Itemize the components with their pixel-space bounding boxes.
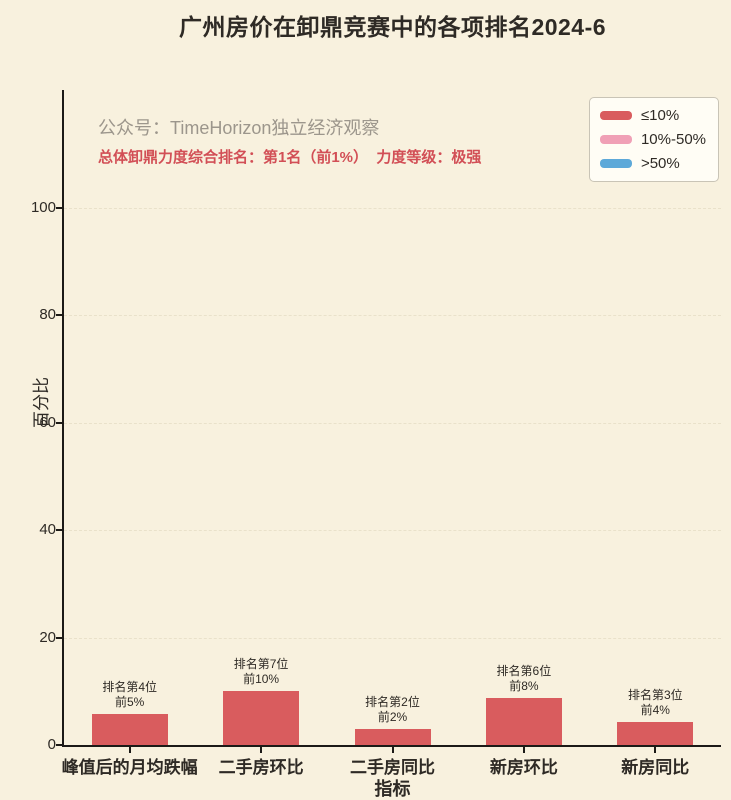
- x-axis-spine: [62, 745, 721, 747]
- bar-二手房环比: [223, 691, 300, 745]
- x-axis-title: 指标: [374, 779, 411, 799]
- y-tick-label-100: 100: [30, 199, 56, 217]
- bar-新房同比: [617, 721, 694, 745]
- bar-annotation-二手房环比: 排名第7位 前10%: [181, 657, 341, 687]
- x-tick-label-新房同比: 新房同比: [621, 758, 690, 777]
- y-gridline-40: [64, 530, 721, 532]
- bar-annotation-新房同比: 排名第3位 前4%: [575, 688, 731, 718]
- y-gridline-100: [64, 208, 721, 210]
- x-tick-mark-二手房同比: [391, 747, 394, 753]
- chart-title: 广州房价在卸鼎竞赛中的各项排名2024-6: [178, 14, 607, 40]
- bar-二手房同比: [354, 729, 431, 745]
- bar-annotation-二手房同比: 排名第2位 前2%: [313, 695, 473, 725]
- bar-annotation-line: 排名第2位: [365, 695, 420, 710]
- legend-swatch-icon: [599, 135, 632, 144]
- legend-item-2: >50%: [599, 155, 706, 172]
- x-tick-mark-峰值后的月均跌幅: [128, 747, 131, 753]
- bar-annotation-line: 排名第6位: [496, 664, 552, 679]
- y-gridline-80: [64, 315, 721, 317]
- bar-峰值后的月均跌幅: [91, 714, 168, 745]
- legend-label: >50%: [640, 155, 680, 172]
- legend-swatch-icon: [599, 159, 632, 168]
- legend-label: ≤10%: [640, 107, 680, 124]
- x-tick-mark-二手房环比: [260, 747, 263, 753]
- y-tick-mark-0: [56, 744, 62, 746]
- summary-ranking-text: 总体卸鼎力度综合排名：第1名（前1%） 力度等级：极强: [98, 149, 482, 166]
- y-gridline-20: [64, 637, 721, 639]
- bar-annotation-line: 前10%: [243, 672, 280, 687]
- x-tick-label-二手房同比: 二手房同比: [350, 758, 435, 777]
- x-tick-label-新房环比: 新房环比: [489, 758, 558, 777]
- y-tick-label-20: 20: [39, 628, 56, 646]
- bar-annotation-line: 排名第7位: [233, 657, 289, 672]
- y-axis-spine: [62, 90, 64, 747]
- plot-area: 公众号：TimeHorizon独立经济观察 总体卸鼎力度综合排名：第1名（前1%…: [31, 90, 721, 799]
- bar-annotation-新房环比: 排名第6位 前8%: [444, 664, 604, 694]
- bar-annotation-line: 排名第4位: [102, 680, 158, 695]
- y-tick-mark-60: [56, 421, 62, 424]
- legend-item-0: ≤10%: [599, 107, 706, 124]
- y-tick-mark-100: [56, 207, 62, 210]
- y-tick-mark-40: [56, 529, 62, 532]
- y-tick-label-40: 40: [39, 521, 56, 539]
- bar-annotation-峰值后的月均跌幅: 排名第4位 前5%: [50, 680, 210, 710]
- y-tick-label-80: 80: [39, 306, 56, 324]
- legend-swatch-icon: [599, 111, 632, 120]
- y-axis-title: 百分比: [32, 377, 51, 428]
- y-gridline-60: [64, 422, 721, 424]
- legend-item-1: 10%-50%: [599, 131, 706, 148]
- x-tick-label-二手房环比: 二手房环比: [218, 758, 304, 777]
- x-tick-mark-新房环比: [522, 747, 525, 753]
- x-tick-label-峰值后的月均跌幅: 峰值后的月均跌幅: [61, 758, 198, 777]
- bar-annotation-line: 前2%: [377, 710, 408, 725]
- legend-label: 10%-50%: [640, 131, 706, 148]
- bar-annotation-line: 前8%: [509, 679, 539, 694]
- bar-annotation-line: 排名第3位: [627, 687, 683, 702]
- y-tick-label-60: 60: [39, 413, 56, 431]
- bar-annotation-line: 前4%: [640, 702, 670, 717]
- y-tick-label-0: 0: [47, 736, 56, 753]
- bar-annotation-line: 前5%: [115, 695, 145, 710]
- watermark-text: 公众号：TimeHorizon独立经济观察: [98, 118, 380, 138]
- legend: ≤10% 10%-50% >50%: [588, 97, 719, 182]
- x-tick-mark-新房同比: [654, 747, 657, 753]
- bar-新房环比: [485, 698, 562, 745]
- y-tick-mark-20: [56, 636, 62, 639]
- y-tick-mark-80: [56, 314, 62, 317]
